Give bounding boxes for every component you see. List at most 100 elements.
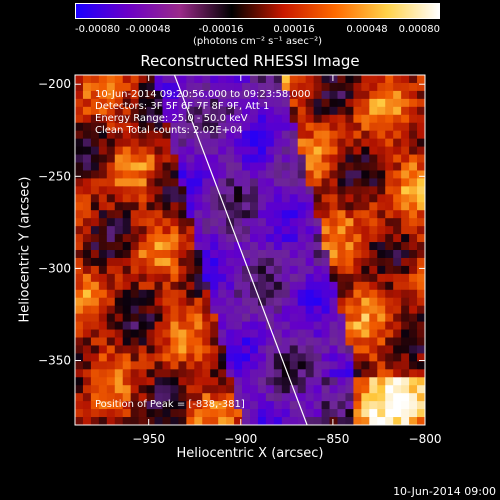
heatmap-cell [114,337,124,346]
heatmap-cell [186,194,195,203]
heatmap-cell [75,313,84,322]
heatmap-cell [377,178,386,187]
heatmap-cell [234,369,243,378]
heatmap-cell [273,130,283,140]
heatmap-cell [409,297,418,307]
heatmap-cell [401,401,410,410]
heatmap-cell [321,90,330,100]
heatmap-cell [377,162,386,171]
heatmap-cell [146,210,155,219]
heatmap-cell [82,242,92,251]
heatmap-cell [98,353,108,362]
heatmap-cell [265,313,275,322]
heatmap-cell [226,361,235,370]
heatmap-cell [122,321,132,330]
heatmap-cell [385,146,394,155]
heatmap-cell [273,329,283,338]
heatmap-cell [281,257,291,267]
heatmap-cell [361,146,370,155]
heatmap-cell [226,82,235,92]
heatmap-cell [289,75,299,84]
heatmap-cell [202,393,211,402]
heatmap-cell [75,337,84,346]
heatmap-cell [106,130,116,140]
heatmap-cell [321,138,330,147]
heatmap-cell [313,194,322,203]
y-tick-label: −350 [38,354,71,368]
heatmap-cell [114,289,124,299]
heatmap-cell [305,353,315,362]
heatmap-cell [154,114,163,124]
heatmap-cell [337,154,346,163]
heatmap-cell [154,234,163,243]
heatmap-cell [154,305,163,315]
heatmap-cell [106,265,116,275]
heatmap-cell [257,305,267,315]
heatmap-cell [337,75,346,84]
heatmap-cell [329,345,338,354]
heatmap-cell [210,257,219,267]
heatmap-cell [329,313,338,322]
heatmap-cell [329,321,338,330]
heatmap-cell [202,385,211,394]
heatmap-cell [218,75,227,84]
heatmap-cell [234,377,243,386]
heatmap-cell [202,98,211,108]
heatmap-cell [313,393,322,402]
heatmap-cell [138,417,147,425]
heatmap-cell [401,138,410,147]
heatmap-cell [265,138,275,147]
heatmap-cell [385,106,394,116]
heatmap-cell [273,409,283,418]
heatmap-cell [186,345,195,354]
heatmap-cell [202,353,211,362]
heatmap-cell [250,289,259,299]
heatmap-cell [154,297,163,307]
heatmap-cell [377,361,386,370]
heatmap-cell [313,90,322,100]
heatmap-cell [353,186,362,195]
heatmap-cell [202,202,211,211]
heatmap-cell [401,146,410,155]
heatmap-cell [202,305,211,315]
heatmap-cell [385,210,394,219]
heatmap-cell [106,250,116,259]
heatmap-cell [82,265,92,275]
heatmap-cell [329,106,338,116]
heatmap-cell [281,369,291,378]
heatmap-cell [273,106,283,116]
heatmap-cell [90,289,100,299]
heatmap-cell [75,138,84,147]
heatmap-cell [417,98,425,108]
heatmap-cell [393,345,402,354]
heatmap-cell [122,234,132,243]
heatmap-cell [75,202,84,211]
heatmap-cell [218,377,227,386]
heatmap-cell [305,273,315,283]
heatmap-cell [345,186,354,195]
heatmap-cell [337,297,346,307]
heatmap-cell [313,297,322,307]
heatmap-cell [321,242,330,251]
heatmap-cell [138,242,147,251]
heatmap-cell [265,146,275,155]
heatmap-cell [265,281,275,291]
heatmap-cell [401,186,410,195]
heatmap-cell [265,242,275,251]
heatmap-cell [138,202,147,211]
heatmap-cell [90,393,100,402]
heatmap-cell [409,98,418,108]
heatmap-cell [273,369,283,378]
heatmap-cell [114,90,124,100]
heatmap-cell [409,75,418,84]
heatmap-cell [369,106,378,116]
heatmap-cell [377,146,386,155]
heatmap-cell [313,345,322,354]
heatmap-cell [409,377,418,386]
heatmap-cell [194,226,203,235]
heatmap-cell [106,178,116,187]
heatmap-cell [186,82,195,92]
heatmap-cell [361,297,370,307]
heatmap-cell [297,114,307,124]
heatmap-cell [345,385,354,394]
